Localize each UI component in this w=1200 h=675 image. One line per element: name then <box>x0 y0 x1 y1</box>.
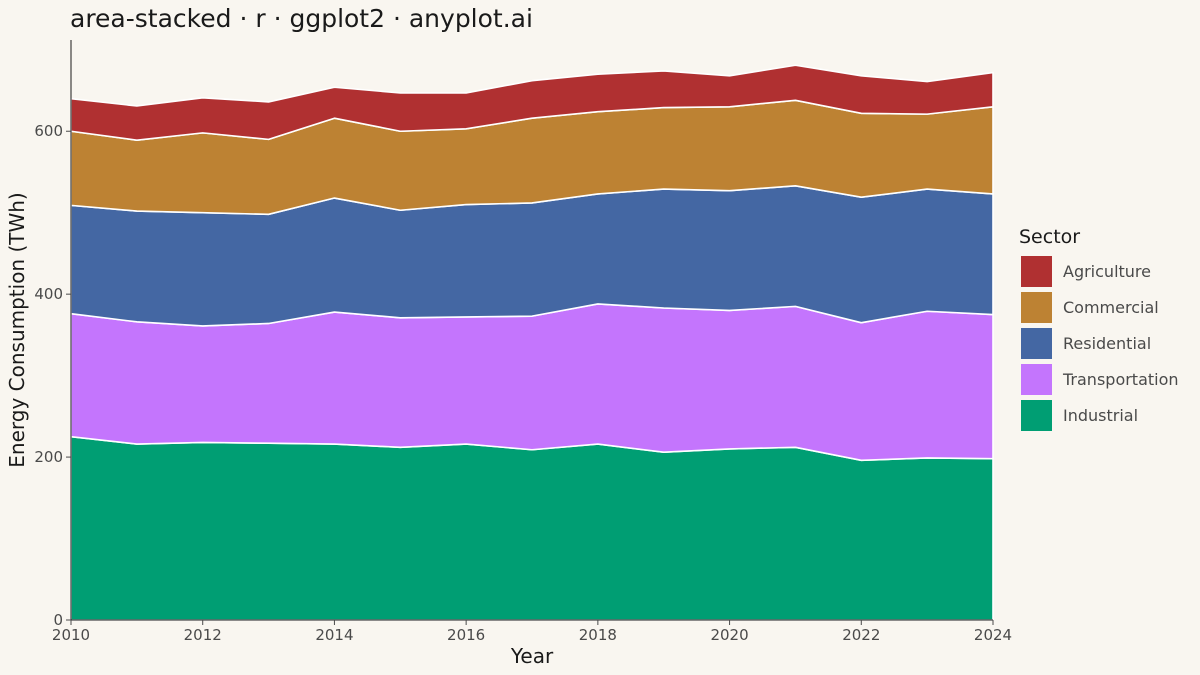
y-tick-label: 600 <box>34 122 63 140</box>
y-tick-label: 200 <box>34 448 63 466</box>
x-tick-label: 2022 <box>842 626 880 644</box>
y-axis-ticks: 0 200 400 600 <box>34 122 71 629</box>
legend-swatch-commercial <box>1021 292 1052 323</box>
area-agriculture <box>70 64 994 141</box>
legend-label-commercial: Commercial <box>1063 298 1159 317</box>
x-tick-label: 2012 <box>184 626 222 644</box>
area-industrial <box>70 435 994 621</box>
legend-label-agriculture: Agriculture <box>1063 262 1151 281</box>
x-tick-label: 2024 <box>974 626 1012 644</box>
legend-title: Sector <box>1019 226 1080 248</box>
legend-swatch-transportation <box>1021 364 1052 395</box>
x-tick-label: 2018 <box>579 626 617 644</box>
x-tick-label: 2020 <box>710 626 748 644</box>
legend-swatch-residential <box>1021 328 1052 359</box>
area-transportation <box>70 303 994 462</box>
x-tick-label: 2016 <box>447 626 485 644</box>
legend-swatch-industrial <box>1021 400 1052 431</box>
x-tick-label: 2014 <box>315 626 353 644</box>
x-tick-label: 2010 <box>52 626 90 644</box>
legend-swatch-agriculture <box>1021 256 1052 287</box>
y-tick-label: 400 <box>34 285 63 303</box>
legend-label-residential: Residential <box>1063 334 1151 353</box>
legend-label-industrial: Industrial <box>1063 406 1138 425</box>
chart-title: area-stacked · r · ggplot2 · anyplot.ai <box>70 4 533 33</box>
plot-areas <box>70 64 994 621</box>
legend-label-transportation: Transportation <box>1062 370 1179 389</box>
legend: Sector Agriculture Commercial Residential T… <box>1019 226 1179 431</box>
y-axis-title: Energy Consumption (TWh) <box>5 192 29 467</box>
y-tick-label: 0 <box>53 611 63 629</box>
x-axis-title: Year <box>510 644 554 668</box>
x-axis-ticks: 2010 2012 2014 2016 2018 2020 2022 2024 <box>52 620 1012 644</box>
